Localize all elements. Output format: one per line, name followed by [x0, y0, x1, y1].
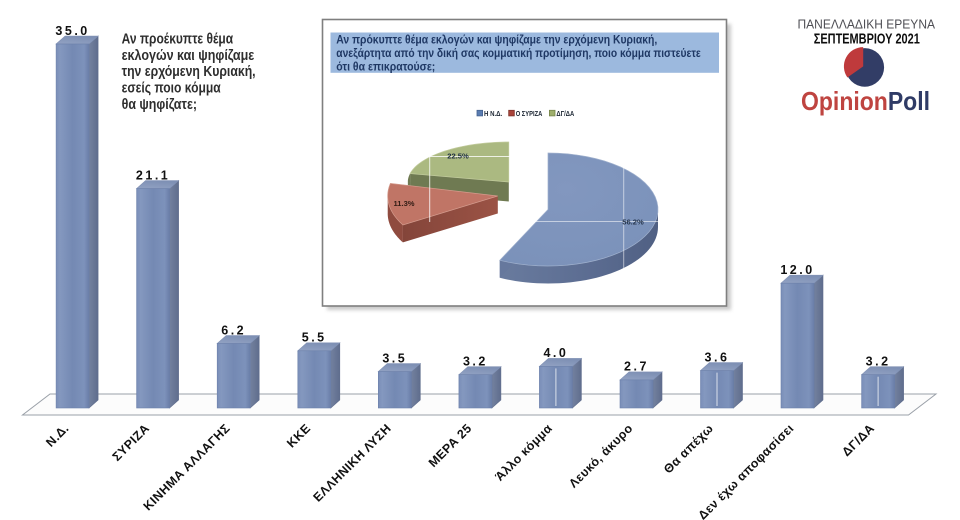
- svg-text:ΣΕΠΤΕΜΒΡΙΟΥ 2021: ΣΕΠΤΕΜΒΡΙΟΥ 2021: [814, 32, 920, 48]
- svg-text:ΜΕΡΑ 25: ΜΕΡΑ 25: [426, 421, 475, 470]
- svg-text:Η Ν.Δ.: Η Ν.Δ.: [484, 111, 502, 118]
- svg-text:11.3%: 11.3%: [393, 199, 414, 208]
- svg-text:ότι θα επικρατούσε;: ότι θα επικρατούσε;: [336, 60, 435, 74]
- svg-text:ΚΚΕ: ΚΚΕ: [284, 421, 313, 450]
- svg-text:56.2%: 56.2%: [622, 218, 644, 227]
- svg-text:3.6: 3.6: [705, 350, 730, 364]
- svg-text:Ο ΣΥΡΙΖΑ: Ο ΣΥΡΙΖΑ: [516, 111, 543, 118]
- svg-text:3.2: 3.2: [463, 355, 488, 369]
- svg-text:ανεξάρτητα από την δική σας κο: ανεξάρτητα από την δική σας κομματική πρ…: [336, 46, 701, 60]
- svg-text:5.5: 5.5: [302, 331, 327, 345]
- svg-text:Άλλο κόμμα: Άλλο κόμμα: [492, 421, 555, 484]
- svg-text:4.0: 4.0: [543, 346, 568, 360]
- svg-text:2.7: 2.7: [624, 360, 649, 374]
- svg-text:3.2: 3.2: [866, 355, 891, 369]
- svg-text:ΣΥΡΙΖΑ: ΣΥΡΙΖΑ: [110, 421, 153, 464]
- svg-text:ΚΙΝΗΜΑ ΑΛΛΑΓΗΣ: ΚΙΝΗΜΑ ΑΛΛΑΓΗΣ: [141, 421, 233, 513]
- svg-text:ΔΓ/ΔΑ: ΔΓ/ΔΑ: [556, 111, 574, 118]
- svg-text:εκλογών και ψηφίζαμε: εκλογών και ψηφίζαμε: [122, 48, 255, 64]
- svg-text:ΔΓ/ΔΑ: ΔΓ/ΔΑ: [839, 421, 877, 459]
- svg-text:ΕΛΛΗΝΙΚΗ ΛΥΣΗ: ΕΛΛΗΝΙΚΗ ΛΥΣΗ: [310, 421, 393, 504]
- svg-text:ΠΑΝΕΛΛΑΔΙΚΗ ΕΡΕΥΝΑ: ΠΑΝΕΛΛΑΔΙΚΗ ΕΡΕΥΝΑ: [798, 18, 936, 32]
- svg-text:6.2: 6.2: [221, 323, 246, 337]
- svg-text:3.5: 3.5: [382, 351, 407, 365]
- svg-text:Αν πρόκυπτε θέμα εκλογών και ψ: Αν πρόκυπτε θέμα εκλογών και ψηφίζαμε τη…: [336, 33, 657, 47]
- svg-text:35.0: 35.0: [55, 24, 89, 38]
- svg-text:22.5%: 22.5%: [447, 152, 469, 161]
- svg-text:12.0: 12.0: [780, 263, 814, 277]
- svg-text:Λευκό, άκυρο: Λευκό, άκυρο: [566, 421, 635, 490]
- svg-text:21.1: 21.1: [136, 168, 170, 182]
- svg-text:OpinionPoll: OpinionPoll: [801, 86, 930, 116]
- svg-text:την ερχόμενη Κυριακή,: την ερχόμενη Κυριακή,: [122, 64, 256, 80]
- svg-text:εσείς ποιο κόμμα: εσείς ποιο κόμμα: [122, 81, 221, 97]
- svg-text:Θα απέχω: Θα απέχω: [661, 421, 716, 476]
- svg-text:θα ψηφίζατε;: θα ψηφίζατε;: [122, 97, 197, 113]
- svg-text:Αν προέκυπτε θέμα: Αν προέκυπτε θέμα: [122, 31, 234, 47]
- svg-text:Ν.Δ.: Ν.Δ.: [43, 421, 72, 450]
